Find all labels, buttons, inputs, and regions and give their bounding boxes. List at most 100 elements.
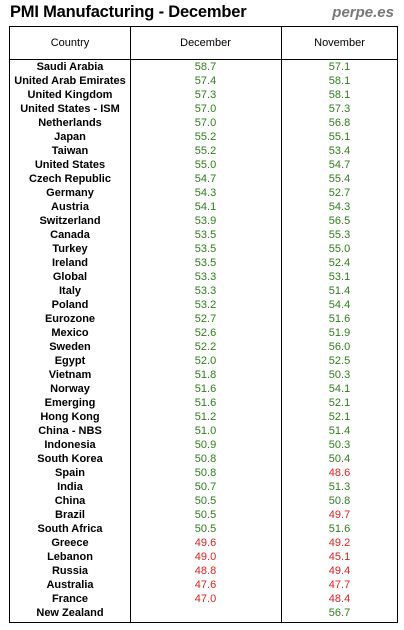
november-value: 52.5 xyxy=(328,355,351,367)
country-cell: South Africa xyxy=(37,523,103,535)
table-body: Saudi Arabia 58.7 57.1 United Arab Emirates… xyxy=(10,60,397,620)
november-value: 50.3 xyxy=(328,439,351,451)
december-value: 57.4 xyxy=(194,75,217,87)
country-cell: United States - ISM xyxy=(20,103,120,115)
november-value: 58.1 xyxy=(328,89,351,101)
country-cell: South Korea xyxy=(37,453,103,465)
december-value: 52.2 xyxy=(194,341,217,353)
country-cell: Eurozone xyxy=(44,313,96,325)
november-value: 54.3 xyxy=(328,201,351,213)
november-value: 49.7 xyxy=(328,509,351,521)
december-value: 47.6 xyxy=(194,579,217,591)
table-row: New Zealand 56.7 xyxy=(10,606,397,620)
country-cell: United States xyxy=(34,159,106,171)
december-value: 51.2 xyxy=(194,411,217,423)
november-value: 54.1 xyxy=(328,383,351,395)
country-cell: Australia xyxy=(46,579,94,591)
november-value: 53.1 xyxy=(328,271,351,283)
november-value: 50.8 xyxy=(328,495,351,507)
table-row: Sweden 52.2 56.0 xyxy=(10,340,397,354)
december-value: 48.8 xyxy=(194,565,217,577)
table-row: United Kingdom 57.3 58.1 xyxy=(10,88,397,102)
country-cell: Netherlands xyxy=(38,117,102,129)
november-value: 56.8 xyxy=(328,117,351,129)
column-header-country: Country xyxy=(50,37,90,49)
country-cell: Japan xyxy=(54,131,86,143)
table-row: Canada 53.5 55.3 xyxy=(10,228,397,242)
november-value: 56.0 xyxy=(328,341,351,353)
table-row: South Africa 50.5 51.6 xyxy=(10,522,397,536)
december-value: 53.5 xyxy=(194,229,217,241)
country-cell: Lebanon xyxy=(47,551,93,563)
november-value: 51.3 xyxy=(328,481,351,493)
december-value: 51.6 xyxy=(194,397,217,409)
november-value: 56.7 xyxy=(328,607,351,619)
december-value: 54.3 xyxy=(194,187,217,199)
november-value: 52.1 xyxy=(328,411,351,423)
country-cell: Italy xyxy=(58,285,81,297)
december-value: 50.5 xyxy=(194,495,217,507)
brand-watermark: perpe.es xyxy=(332,4,394,21)
november-value: 50.4 xyxy=(328,453,351,465)
column-divider xyxy=(130,27,131,622)
table-row: Egypt 52.0 52.5 xyxy=(10,354,397,368)
country-cell: United Arab Emirates xyxy=(14,75,126,87)
december-value: 53.3 xyxy=(194,271,217,283)
november-value: 51.6 xyxy=(328,313,351,325)
table-row: China 50.5 50.8 xyxy=(10,494,397,508)
table-row: Brazil 50.5 49.7 xyxy=(10,508,397,522)
november-value: 52.4 xyxy=(328,257,351,269)
table-row: Netherlands 57.0 56.8 xyxy=(10,116,397,130)
november-value: 48.6 xyxy=(328,467,351,479)
country-cell: China xyxy=(54,495,86,507)
country-cell: Germany xyxy=(46,187,94,199)
country-cell: United Kingdom xyxy=(27,89,113,101)
table-row: Eurozone 52.7 51.6 xyxy=(10,312,397,326)
country-cell: Spain xyxy=(55,467,85,479)
table-row: Switzerland 53.9 56.5 xyxy=(10,214,397,228)
november-value: 48.4 xyxy=(328,593,351,605)
december-value: 50.8 xyxy=(194,467,217,479)
november-value: 51.4 xyxy=(328,285,351,297)
country-cell: Czech Republic xyxy=(29,173,111,185)
november-value: 57.1 xyxy=(328,61,351,73)
country-cell: Norway xyxy=(50,383,90,395)
december-value: 55.0 xyxy=(194,159,217,171)
country-cell: Mexico xyxy=(51,327,89,339)
country-cell: Indonesia xyxy=(44,439,96,451)
november-value: 50.3 xyxy=(328,369,351,381)
december-value: 52.7 xyxy=(194,313,217,325)
table-row: Russia 48.8 49.4 xyxy=(10,564,397,578)
table-row: Australia 47.6 47.7 xyxy=(10,578,397,592)
country-cell: Vietnam xyxy=(48,369,92,381)
table-row: Norway 51.6 54.1 xyxy=(10,382,397,396)
december-value: 51.6 xyxy=(194,383,217,395)
november-value: 52.1 xyxy=(328,397,351,409)
november-value: 49.2 xyxy=(328,537,351,549)
november-value: 58.1 xyxy=(328,75,351,87)
november-value: 53.4 xyxy=(328,145,351,157)
december-value: 51.8 xyxy=(194,369,217,381)
country-cell: Greece xyxy=(51,537,89,549)
table-row: Hong Kong 51.2 52.1 xyxy=(10,410,397,424)
table-row: China - NBS 51.0 51.4 xyxy=(10,424,397,438)
table-row: Greece 49.6 49.2 xyxy=(10,536,397,550)
table-row: Mexico 52.6 51.9 xyxy=(10,326,397,340)
table-row: France 47.0 48.4 xyxy=(10,592,397,606)
table-row: Poland 53.2 54.4 xyxy=(10,298,397,312)
country-cell: Hong Kong xyxy=(40,411,100,423)
country-cell: Ireland xyxy=(51,257,89,269)
december-value: 50.5 xyxy=(194,523,217,535)
december-value: 53.5 xyxy=(194,257,217,269)
december-value: 57.0 xyxy=(194,117,217,129)
table-row: Czech Republic 54.7 55.4 xyxy=(10,172,397,186)
table-row: Vietnam 51.8 50.3 xyxy=(10,368,397,382)
november-value: 55.1 xyxy=(328,131,351,143)
november-value: 51.9 xyxy=(328,327,351,339)
country-cell: Emerging xyxy=(44,397,96,409)
december-value: 53.5 xyxy=(194,243,217,255)
december-value: 50.7 xyxy=(194,481,217,493)
december-value: 50.8 xyxy=(194,453,217,465)
table-row: Turkey 53.5 55.0 xyxy=(10,242,397,256)
country-cell: Egypt xyxy=(54,355,86,367)
